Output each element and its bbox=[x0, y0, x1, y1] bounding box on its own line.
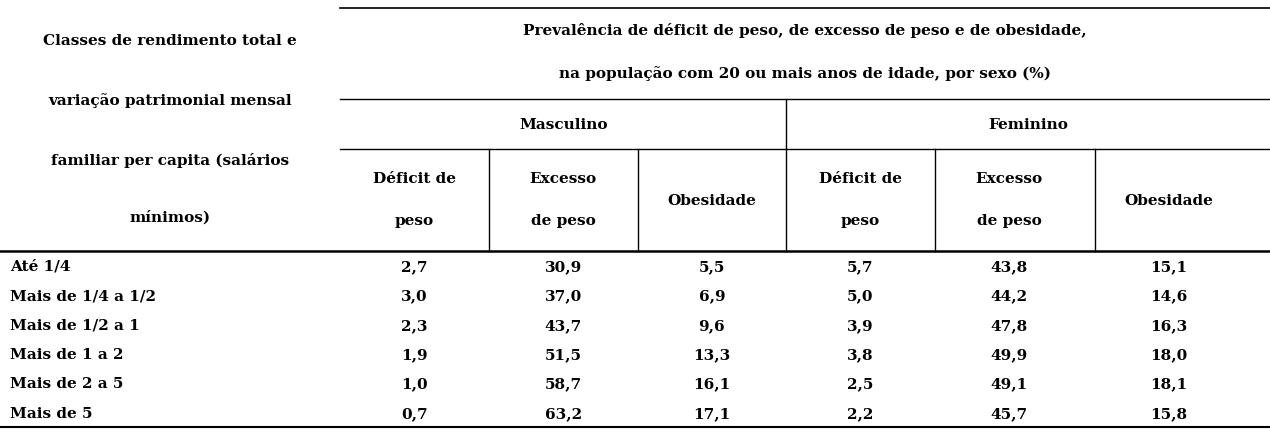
Text: peso: peso bbox=[395, 213, 434, 227]
Text: Déficit de: Déficit de bbox=[819, 172, 902, 186]
Text: 0,7: 0,7 bbox=[401, 406, 428, 420]
Text: 44,2: 44,2 bbox=[991, 289, 1027, 302]
Text: 43,7: 43,7 bbox=[545, 318, 582, 332]
Text: 14,6: 14,6 bbox=[1151, 289, 1187, 302]
Text: 5,0: 5,0 bbox=[847, 289, 874, 302]
Text: 2,3: 2,3 bbox=[401, 318, 428, 332]
Text: 2,5: 2,5 bbox=[847, 377, 874, 391]
Text: Mais de 1 a 2: Mais de 1 a 2 bbox=[10, 347, 123, 361]
Text: Mais de 5: Mais de 5 bbox=[10, 406, 93, 420]
Text: 16,1: 16,1 bbox=[693, 377, 730, 391]
Text: Masculino: Masculino bbox=[519, 118, 607, 132]
Text: 5,7: 5,7 bbox=[847, 260, 874, 273]
Text: 37,0: 37,0 bbox=[545, 289, 582, 302]
Text: 47,8: 47,8 bbox=[991, 318, 1027, 332]
Text: Mais de 1/2 a 1: Mais de 1/2 a 1 bbox=[10, 318, 140, 332]
Text: 3,8: 3,8 bbox=[847, 347, 874, 361]
Text: 5,5: 5,5 bbox=[698, 260, 725, 273]
Text: Classes de rendimento total e: Classes de rendimento total e bbox=[43, 34, 297, 48]
Text: 51,5: 51,5 bbox=[545, 347, 582, 361]
Text: 58,7: 58,7 bbox=[545, 377, 582, 391]
Text: 15,1: 15,1 bbox=[1151, 260, 1187, 273]
Text: 16,3: 16,3 bbox=[1151, 318, 1187, 332]
Text: 2,7: 2,7 bbox=[401, 260, 428, 273]
Text: Obesidade: Obesidade bbox=[1125, 194, 1213, 208]
Text: Feminino: Feminino bbox=[988, 118, 1068, 132]
Text: 17,1: 17,1 bbox=[693, 406, 730, 420]
Text: peso: peso bbox=[841, 213, 880, 227]
Text: Déficit de: Déficit de bbox=[373, 172, 456, 186]
Text: Mais de 2 a 5: Mais de 2 a 5 bbox=[10, 377, 123, 391]
Text: 45,7: 45,7 bbox=[991, 406, 1027, 420]
Text: familiar per capita (salários: familiar per capita (salários bbox=[51, 152, 290, 168]
Text: 18,1: 18,1 bbox=[1151, 377, 1187, 391]
Text: 49,1: 49,1 bbox=[991, 377, 1027, 391]
Text: 43,8: 43,8 bbox=[991, 260, 1027, 273]
Text: 3,9: 3,9 bbox=[847, 318, 874, 332]
Text: mínimos): mínimos) bbox=[130, 210, 211, 224]
Text: Mais de 1/4 a 1/2: Mais de 1/4 a 1/2 bbox=[10, 289, 156, 302]
Text: 30,9: 30,9 bbox=[545, 260, 582, 273]
Text: 1,0: 1,0 bbox=[401, 377, 428, 391]
Text: Obesidade: Obesidade bbox=[668, 194, 756, 208]
Text: Prevalência de déficit de peso, de excesso de peso e de obesidade,: Prevalência de déficit de peso, de exces… bbox=[523, 23, 1087, 38]
Text: 18,0: 18,0 bbox=[1151, 347, 1187, 361]
Text: variação patrimonial mensal: variação patrimonial mensal bbox=[48, 93, 292, 108]
Text: 6,9: 6,9 bbox=[698, 289, 725, 302]
Text: 13,3: 13,3 bbox=[693, 347, 730, 361]
Text: 3,0: 3,0 bbox=[401, 289, 428, 302]
Text: 49,9: 49,9 bbox=[991, 347, 1027, 361]
Text: 63,2: 63,2 bbox=[545, 406, 582, 420]
Text: na população com 20 ou mais anos de idade, por sexo (%): na população com 20 ou mais anos de idad… bbox=[559, 66, 1052, 81]
Text: 9,6: 9,6 bbox=[698, 318, 725, 332]
Text: 2,2: 2,2 bbox=[847, 406, 874, 420]
Text: Excesso: Excesso bbox=[530, 172, 597, 186]
Text: Excesso: Excesso bbox=[975, 172, 1043, 186]
Text: 1,9: 1,9 bbox=[401, 347, 428, 361]
Text: de peso: de peso bbox=[977, 213, 1041, 227]
Text: Até 1/4: Até 1/4 bbox=[10, 260, 71, 273]
Text: 15,8: 15,8 bbox=[1151, 406, 1187, 420]
Text: de peso: de peso bbox=[531, 213, 596, 227]
